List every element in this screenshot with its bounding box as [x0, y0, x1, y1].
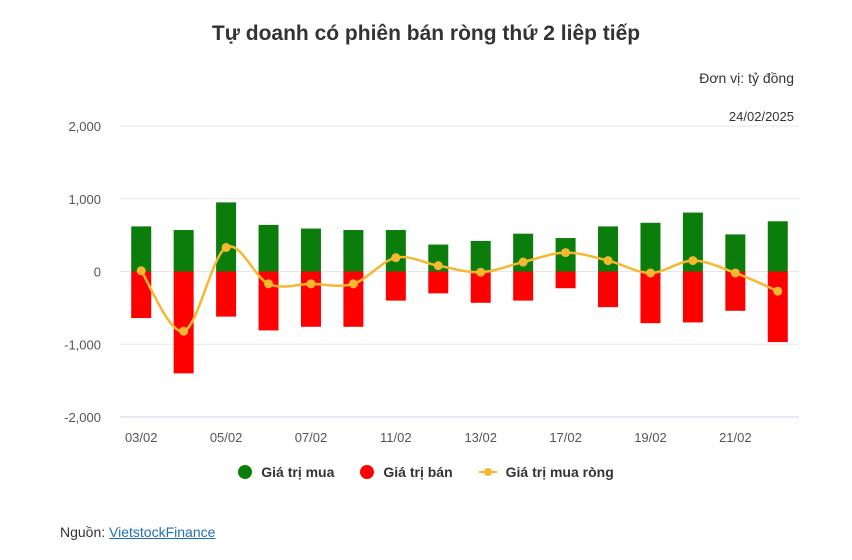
bar-buy[interactable]	[725, 234, 746, 272]
x-tick-label: 17/02	[549, 430, 582, 445]
bar-sell[interactable]	[470, 271, 491, 303]
net-point[interactable]	[645, 268, 655, 278]
bar-sell[interactable]	[598, 271, 619, 308]
net-point[interactable]	[391, 253, 401, 263]
net-point[interactable]	[264, 279, 274, 289]
net-line	[140, 245, 779, 333]
bar-buy[interactable]	[173, 230, 194, 272]
bar-sell[interactable]	[131, 271, 152, 319]
bar-sell[interactable]	[428, 271, 449, 294]
net-point[interactable]	[306, 279, 316, 289]
legend-net-swatch	[478, 465, 497, 479]
bar-buy[interactable]	[343, 230, 364, 272]
y-tick-label: 1,000	[68, 192, 101, 207]
y-tick-label: -2,000	[64, 410, 101, 425]
legend-item-buy[interactable]: Giá trị mua	[238, 464, 334, 480]
chart-plot: 2,000 1,000 0 -1,000 -2,000 03/02 05/02 07/02 1…	[64, 119, 799, 445]
bar-sell[interactable]	[173, 271, 194, 374]
bar-buy[interactable]	[767, 221, 788, 272]
bar-sell[interactable]	[385, 271, 406, 301]
y-tick-label: -1,000	[64, 337, 101, 352]
date-label: 24/02/2025	[728, 109, 794, 124]
source-note: Nguồn: VietstockFinance	[60, 524, 215, 540]
net-point[interactable]	[221, 242, 231, 252]
bar-sell[interactable]	[640, 271, 661, 324]
bar-sell[interactable]	[767, 271, 788, 343]
net-point[interactable]	[179, 326, 189, 336]
source-link[interactable]: VietstockFinance	[109, 524, 216, 540]
net-point[interactable]	[603, 256, 613, 266]
unit-label: Đơn vị: tỷ đồng	[699, 70, 794, 86]
x-tick-label: 19/02	[634, 430, 667, 445]
net-point[interactable]	[518, 257, 528, 267]
legend-item-sell[interactable]: Giá trị bán	[360, 464, 453, 480]
bar-sell[interactable]	[682, 271, 703, 323]
x-tick-label: 13/02	[464, 430, 497, 445]
bar-buy[interactable]	[640, 222, 661, 272]
bar-buy[interactable]	[300, 228, 321, 272]
source-label: Nguồn:	[60, 524, 110, 540]
bar-sell[interactable]	[513, 271, 534, 301]
legend-net-label: Giá trị mua ròng	[505, 464, 614, 480]
chart-legend: Giá trị mua Giá trị bán Giá trị mua ròng	[0, 464, 852, 480]
x-tick-label: 21/02	[719, 430, 752, 445]
legend-sell-label: Giá trị bán	[383, 464, 453, 480]
legend-buy-label: Giá trị mua	[261, 464, 335, 480]
bar-sell[interactable]	[216, 271, 237, 317]
bar-sell[interactable]	[555, 271, 576, 289]
bar-buy[interactable]	[470, 240, 491, 272]
x-tick-label: 07/02	[295, 430, 328, 445]
legend-buy-swatch	[238, 465, 253, 479]
legend-sell-swatch	[360, 465, 375, 479]
net-point[interactable]	[136, 266, 146, 276]
net-point[interactable]	[561, 248, 571, 258]
y-tick-label: 0	[94, 265, 101, 280]
bar-sell[interactable]	[725, 271, 746, 311]
x-tick-label: 11/02	[380, 430, 412, 445]
bar-buy[interactable]	[682, 212, 703, 272]
bar-buy[interactable]	[258, 224, 279, 272]
net-point[interactable]	[476, 267, 486, 277]
chart-title: Tự doanh có phiên bán ròng thứ 2 liêp ti…	[211, 22, 641, 45]
net-point[interactable]	[433, 261, 443, 271]
legend-item-net[interactable]: Giá trị mua ròng	[478, 464, 614, 480]
x-tick-label: 05/02	[210, 430, 243, 445]
net-point[interactable]	[773, 286, 783, 296]
net-point[interactable]	[348, 279, 358, 289]
net-point[interactable]	[688, 256, 698, 266]
net-point[interactable]	[730, 268, 740, 278]
x-tick-label: 03/02	[125, 430, 158, 445]
bar-buy[interactable]	[131, 226, 152, 272]
bar-buy[interactable]	[385, 230, 406, 272]
bar-buy[interactable]	[216, 202, 237, 272]
y-tick-label: 2,000	[68, 119, 101, 134]
